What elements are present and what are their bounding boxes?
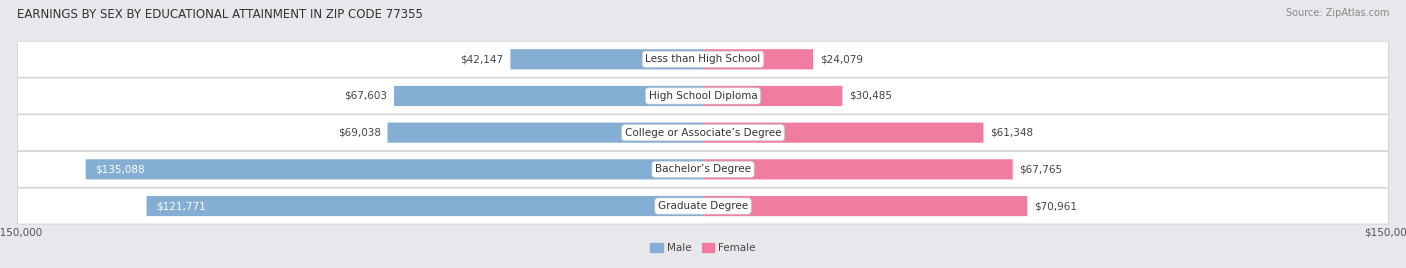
Text: Less than High School: Less than High School	[645, 54, 761, 64]
Text: $61,348: $61,348	[990, 128, 1033, 138]
Text: EARNINGS BY SEX BY EDUCATIONAL ATTAINMENT IN ZIP CODE 77355: EARNINGS BY SEX BY EDUCATIONAL ATTAINMEN…	[17, 8, 423, 21]
Text: Source: ZipAtlas.com: Source: ZipAtlas.com	[1285, 8, 1389, 18]
FancyBboxPatch shape	[17, 188, 1389, 224]
Text: $135,088: $135,088	[94, 164, 145, 174]
FancyBboxPatch shape	[703, 159, 1012, 180]
Text: $42,147: $42,147	[460, 54, 503, 64]
FancyBboxPatch shape	[86, 159, 703, 180]
Text: $30,485: $30,485	[849, 91, 893, 101]
Text: $69,038: $69,038	[337, 128, 381, 138]
FancyBboxPatch shape	[703, 196, 1028, 216]
FancyBboxPatch shape	[388, 122, 703, 143]
Legend: Male, Female: Male, Female	[650, 243, 756, 253]
FancyBboxPatch shape	[510, 49, 703, 69]
FancyBboxPatch shape	[703, 86, 842, 106]
FancyBboxPatch shape	[17, 78, 1389, 114]
Text: College or Associate’s Degree: College or Associate’s Degree	[624, 128, 782, 138]
FancyBboxPatch shape	[146, 196, 703, 216]
Text: $67,603: $67,603	[344, 91, 387, 101]
Text: $67,765: $67,765	[1019, 164, 1063, 174]
Text: Graduate Degree: Graduate Degree	[658, 201, 748, 211]
FancyBboxPatch shape	[394, 86, 703, 106]
Text: $121,771: $121,771	[156, 201, 205, 211]
FancyBboxPatch shape	[703, 49, 813, 69]
FancyBboxPatch shape	[703, 122, 983, 143]
Text: High School Diploma: High School Diploma	[648, 91, 758, 101]
Text: $70,961: $70,961	[1035, 201, 1077, 211]
FancyBboxPatch shape	[17, 115, 1389, 151]
Text: $24,079: $24,079	[820, 54, 863, 64]
FancyBboxPatch shape	[17, 41, 1389, 77]
FancyBboxPatch shape	[17, 151, 1389, 187]
Text: Bachelor’s Degree: Bachelor’s Degree	[655, 164, 751, 174]
